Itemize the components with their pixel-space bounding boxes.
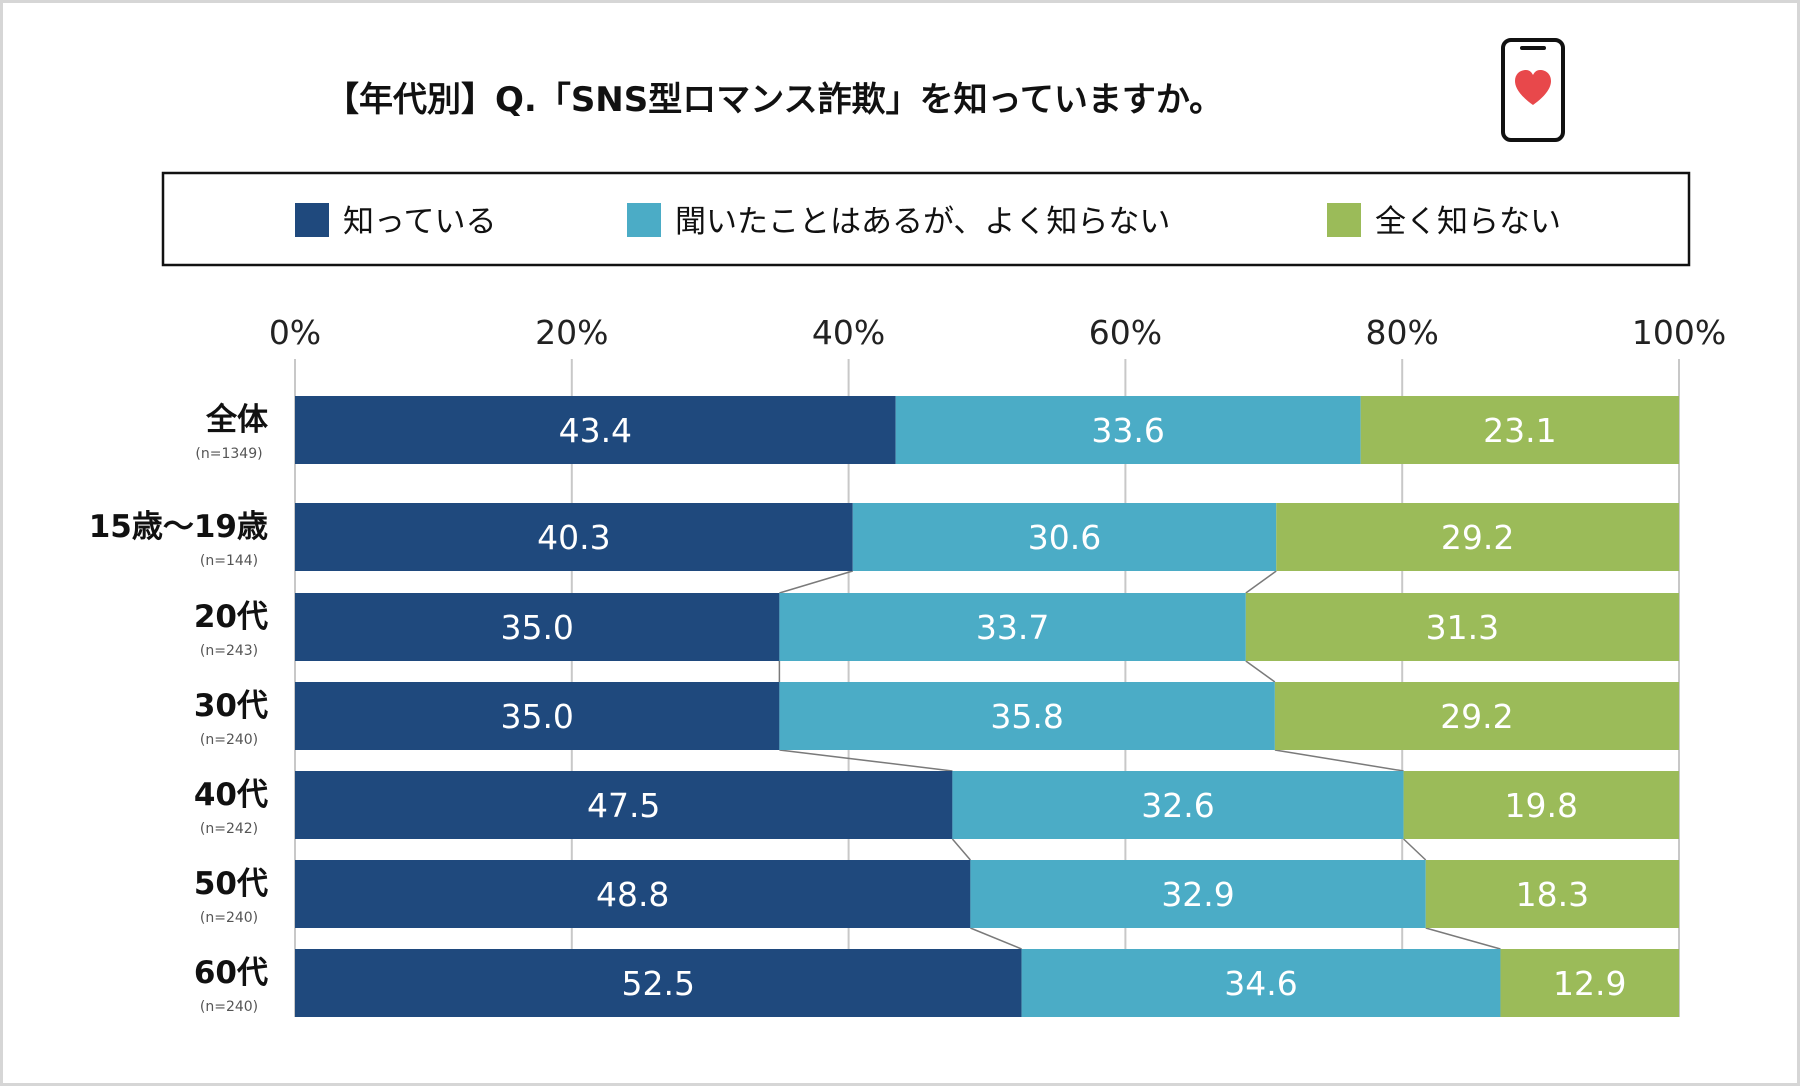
chart-title: 【年代別】Q.「SNS型ロマンス詐欺」を知っていますか。	[325, 80, 1223, 120]
x-tick-label: 40%	[812, 313, 885, 352]
sample-size-label: (n=144)	[200, 553, 258, 569]
bar-segment	[1021, 949, 1501, 1017]
bar-segment	[295, 503, 853, 571]
data-label: 18.3	[1516, 875, 1589, 914]
bar-segment	[970, 860, 1426, 928]
category-label: 20代	[194, 599, 268, 635]
data-label: 32.9	[1161, 875, 1234, 914]
x-tick-label: 100%	[1632, 313, 1726, 352]
data-label: 32.6	[1141, 786, 1214, 825]
data-label: 34.6	[1224, 964, 1297, 1003]
bar-segment	[779, 682, 1275, 750]
smartphone-heart-icon	[1501, 38, 1565, 142]
connector-line	[1245, 570, 1277, 594]
data-label: 52.5	[622, 964, 695, 1003]
bar-segment	[1276, 503, 1679, 571]
sample-size-label: (n=243)	[200, 643, 258, 659]
data-label: 29.2	[1441, 518, 1514, 557]
bar-segment	[1425, 860, 1679, 928]
data-label: 29.2	[1440, 697, 1513, 736]
bar-segment	[295, 771, 953, 839]
category-label: 60代	[194, 955, 268, 991]
data-label: 43.4	[559, 411, 632, 450]
category-label: 50代	[194, 866, 268, 902]
x-tick-label: 80%	[1366, 313, 1439, 352]
data-label: 35.0	[500, 608, 573, 647]
connector-line	[951, 838, 971, 861]
bar-segment	[1360, 396, 1679, 464]
bar-segment	[295, 593, 780, 661]
x-tick-label: 60%	[1089, 313, 1162, 352]
connector-line	[1245, 660, 1276, 683]
bar-segment	[1500, 949, 1679, 1017]
bar-segment	[779, 593, 1246, 661]
category-label: 30代	[194, 688, 268, 724]
sample-size-label: (n=240)	[200, 732, 258, 748]
bar-segment	[295, 682, 780, 750]
sample-size-label: (n=240)	[200, 999, 258, 1015]
legend-label: 全く知らない	[1375, 204, 1561, 240]
sample-size-label: (n=240)	[200, 910, 258, 926]
category-label: 40代	[194, 777, 268, 813]
data-label: 33.7	[976, 608, 1049, 647]
data-label: 12.9	[1553, 964, 1626, 1003]
connector-line	[1403, 838, 1427, 861]
category-label: 15歳～19歳	[89, 509, 268, 545]
legend-label: 知っている	[343, 204, 496, 240]
bar-segment	[952, 771, 1404, 839]
x-tick-label: 20%	[535, 313, 608, 352]
data-label: 40.3	[537, 518, 610, 557]
stacked-bar-chart: 【年代別】Q.「SNS型ロマンス詐欺」を知っていますか。知っている 聞いたことはあ…	[89, 38, 1726, 1017]
category-label: 全体	[205, 402, 268, 438]
data-label: 31.3	[1426, 608, 1499, 647]
legend-swatch	[295, 203, 329, 237]
data-label: 33.6	[1091, 411, 1164, 450]
connector-line	[1425, 927, 1501, 950]
data-label: 35.8	[990, 697, 1063, 736]
data-label: 47.5	[587, 786, 660, 825]
x-tick-label: 0%	[269, 313, 321, 352]
data-label: 23.1	[1483, 411, 1556, 450]
connector-line	[970, 927, 1022, 950]
bar-segment	[895, 396, 1361, 464]
bar-segment	[1245, 593, 1679, 661]
connector-line	[779, 570, 853, 594]
sample-size-label: (n=242)	[200, 821, 258, 837]
bar-segment	[852, 503, 1277, 571]
bar-segment	[295, 949, 1022, 1017]
data-label: 35.0	[500, 697, 573, 736]
data-label: 19.8	[1505, 786, 1578, 825]
legend-box	[161, 171, 1691, 267]
data-label: 48.8	[596, 875, 669, 914]
bar-segment	[1274, 682, 1679, 750]
bar-segment	[295, 396, 896, 464]
legend-swatch	[1327, 203, 1361, 237]
data-label: 30.6	[1028, 518, 1101, 557]
bar-segment	[295, 860, 971, 928]
connector-line	[1274, 749, 1404, 772]
connector-line	[779, 749, 953, 772]
legend-swatch	[627, 203, 661, 237]
legend-label: 聞いたことはあるが、よく知らない	[675, 204, 1170, 240]
bar-segment	[1403, 771, 1679, 839]
sample-size-label: (n=1349)	[195, 446, 262, 462]
